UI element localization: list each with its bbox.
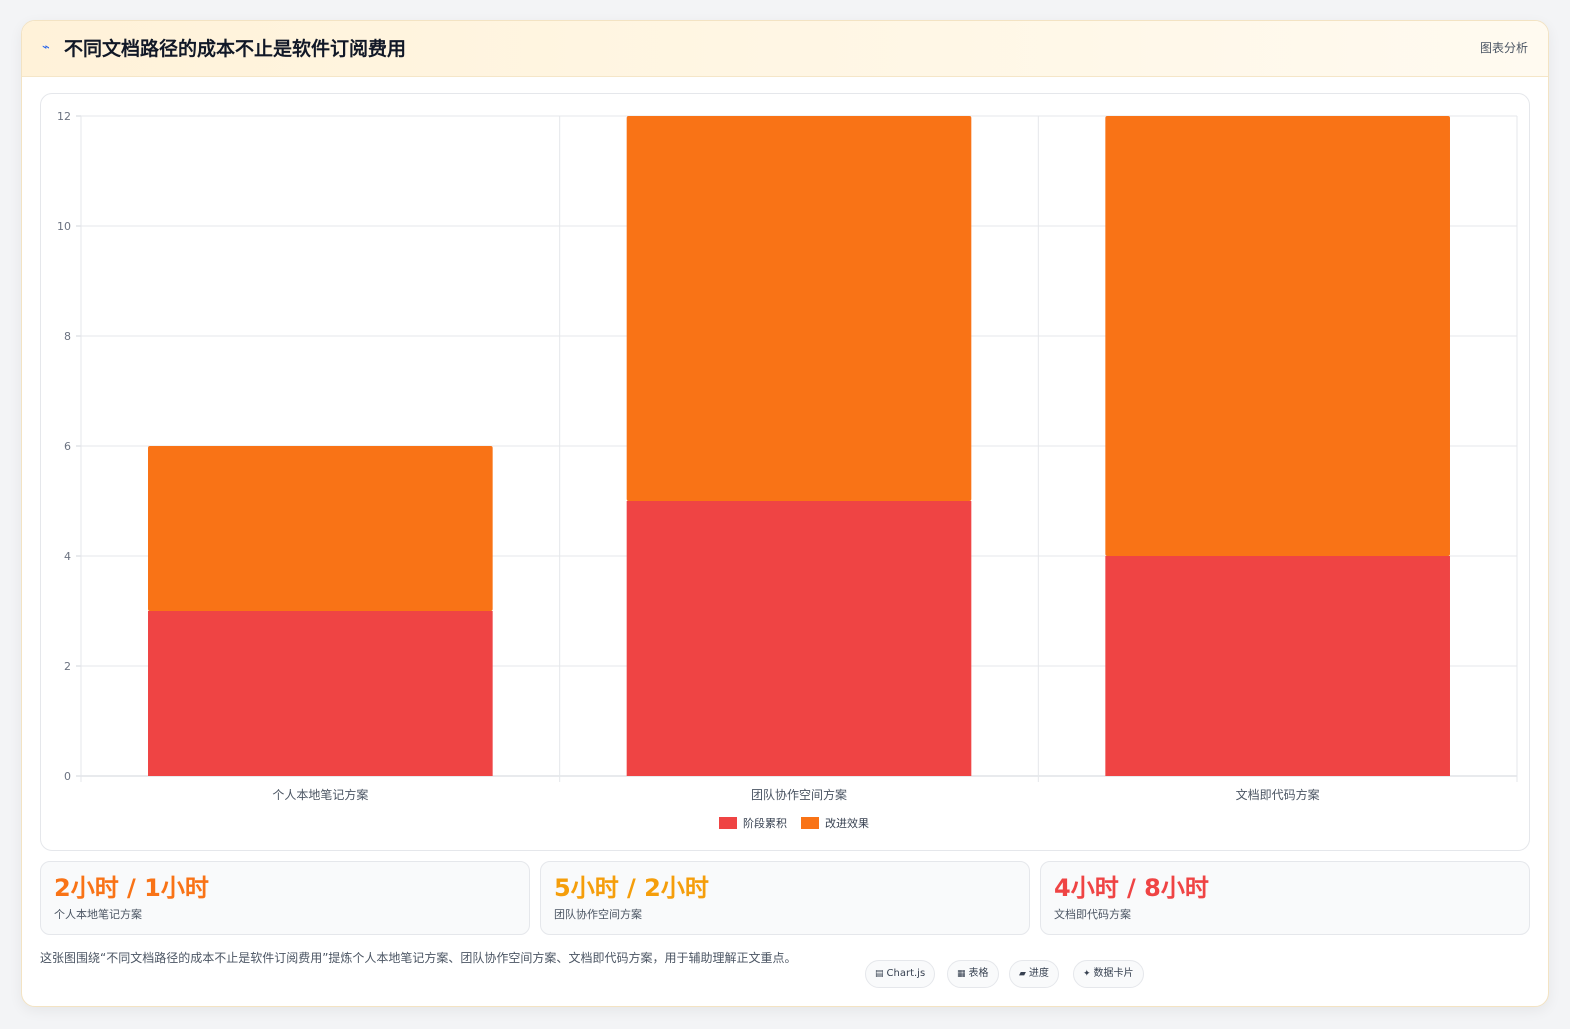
chart-panel: 0 2 4 6 8 10 12 个人本地笔记方案 团队协作空间方案 文档即代码方案阶段累积 改进效果 (40, 93, 1530, 851)
y-tick-label: 6 (64, 440, 71, 453)
chart-description: 这张图围绕“不同文档路径的成本不止是软件订阅费用”提炼个人本地笔记方案、团队协作… (40, 951, 797, 965)
bar-segment (148, 611, 493, 776)
chart-icon: ⌁ (42, 40, 50, 55)
y-tick-label: 10 (57, 220, 71, 233)
stat-value: 4小时 / 8小时 (1054, 874, 1209, 902)
y-tick-label: 0 (64, 770, 71, 783)
legend-label: 改进效果 (825, 816, 869, 830)
header-tag: 图表分析 (1479, 41, 1528, 55)
y-tick-label: 12 (57, 110, 71, 123)
page-title: 不同文档路径的成本不止是软件订阅费用 (64, 38, 407, 60)
y-tick-label: 8 (64, 330, 71, 343)
document-icon: ▤ (875, 969, 884, 979)
bar-segment (1105, 556, 1450, 776)
bar-segment (626, 116, 972, 501)
bar-segment (1105, 116, 1450, 556)
x-tick-label: 文档即代码方案 (1236, 787, 1320, 802)
legend-swatch (719, 817, 737, 829)
pill-table[interactable]: ▦ 表格 (947, 960, 999, 988)
pill-label: 进度 (1028, 968, 1049, 979)
stat-value: 2小时 / 1小时 (54, 874, 209, 902)
stat-card-personal: 2小时 / 1小时 个人本地笔记方案 (40, 861, 530, 935)
pill-progress[interactable]: ▰ 进度 (1009, 960, 1059, 988)
pill-label: Chart.js (886, 968, 926, 979)
stat-label: 个人本地笔记方案 (54, 908, 142, 921)
pill-label: 表格 (968, 968, 989, 979)
chart-card: ⌁ 不同文档路径的成本不止是软件订阅费用 图表分析 0 2 4 6 8 10 12 个人本地笔… (21, 20, 1549, 1007)
pill-chartjs[interactable]: ▤ Chart.js (865, 960, 936, 988)
stat-card-docs-as-code: 4小时 / 8小时 文档即代码方案 (1040, 861, 1530, 935)
legend-swatch (801, 817, 819, 829)
sparkle-icon: ✦ (1083, 969, 1091, 979)
stat-value: 5小时 / 2小时 (554, 874, 709, 902)
x-tick-label: 个人本地笔记方案 (272, 787, 368, 802)
legend-label: 阶段累积 (743, 816, 787, 830)
stat-card-team: 5小时 / 2小时 团队协作空间方案 (540, 861, 1030, 935)
x-tick-label: 团队协作空间方案 (751, 787, 847, 802)
stat-label: 文档即代码方案 (1054, 908, 1131, 921)
pill-label: 数据卡片 (1093, 968, 1134, 979)
progress-icon: ▰ (1019, 969, 1026, 979)
stat-label: 团队协作空间方案 (554, 908, 642, 921)
y-tick-label: 4 (64, 550, 71, 563)
table-icon: ▦ (957, 969, 966, 979)
bar-segment (626, 501, 972, 776)
bar-segment (148, 446, 493, 611)
pill-data-card[interactable]: ✦ 数据卡片 (1073, 960, 1144, 988)
card-header: ⌁ 不同文档路径的成本不止是软件订阅费用 图表分析 (22, 21, 1548, 77)
y-tick-label: 2 (64, 660, 71, 673)
